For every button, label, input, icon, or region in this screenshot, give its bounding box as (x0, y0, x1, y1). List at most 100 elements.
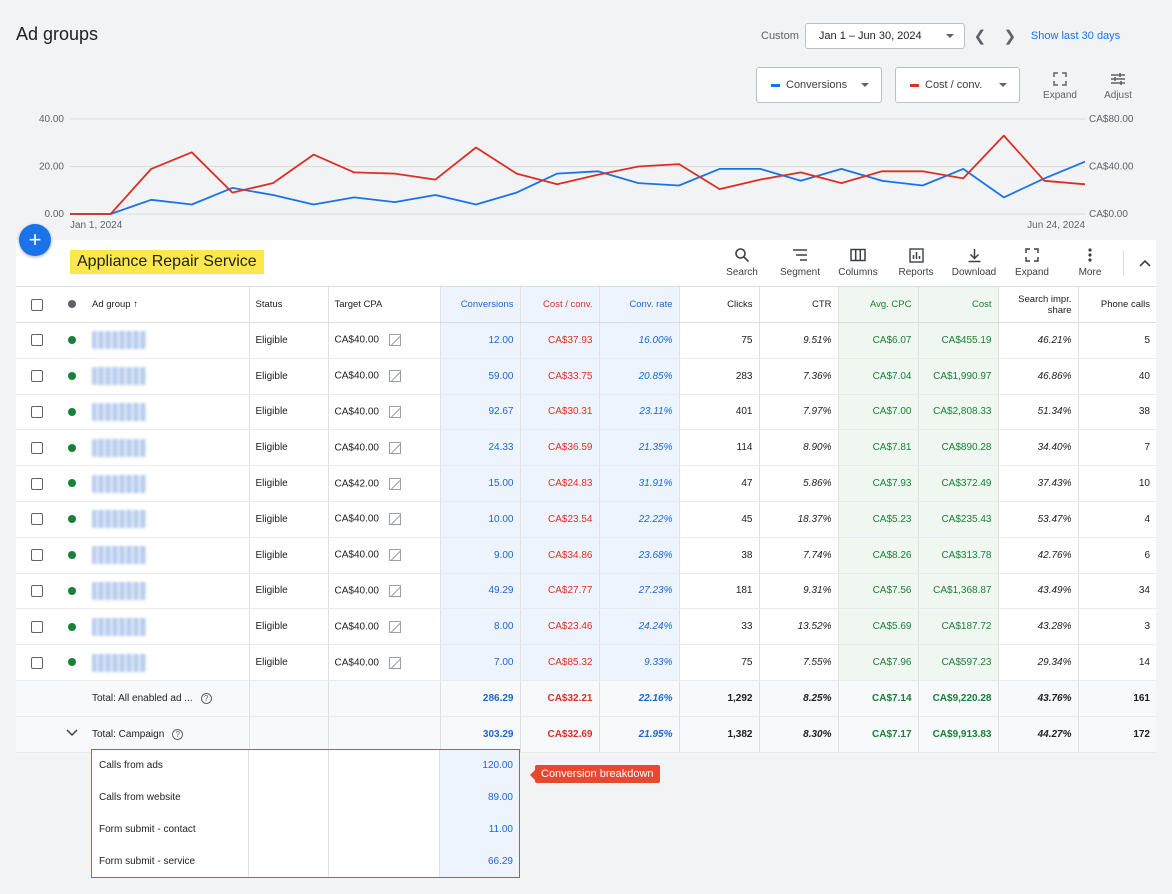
cell-ad-group-name[interactable] (86, 537, 249, 574)
date-range-select[interactable]: Jan 1 – Jun 30, 2024 (804, 23, 965, 49)
redacted-ad-group-name[interactable] (92, 581, 146, 600)
cell-target-cpa[interactable]: CA$40.00 (327, 358, 440, 395)
cell-phone-calls: 172 (1077, 716, 1156, 753)
cell-status: Eligible (248, 358, 328, 395)
more-button[interactable]: More (1061, 246, 1119, 278)
cell-ad-group-name[interactable] (86, 501, 249, 538)
redacted-ad-group-name[interactable] (92, 474, 146, 493)
cell-ad-group-name[interactable] (86, 358, 249, 395)
cell-target-cpa[interactable]: CA$40.00 (327, 429, 440, 467)
row-checkbox-cell[interactable] (16, 394, 58, 431)
primary-metric-select[interactable]: Conversions (756, 67, 882, 103)
row-checkbox[interactable] (31, 441, 43, 454)
segment-button[interactable]: Segment (771, 246, 829, 278)
column-header-clicks[interactable]: Clicks (678, 286, 759, 323)
table-row[interactable]: Eligible CA$40.00 10.00 CA$23.54 22.22% 45 18.… (16, 501, 1156, 538)
redacted-ad-group-name[interactable] (92, 617, 146, 636)
redacted-ad-group-name[interactable] (92, 438, 146, 457)
row-checkbox-cell[interactable] (16, 644, 58, 681)
row-checkbox[interactable] (31, 584, 43, 597)
cell-target-cpa[interactable]: CA$40.00 (327, 501, 440, 538)
cell-ad-group-name[interactable] (86, 644, 249, 681)
table-row[interactable]: Eligible CA$40.00 49.29 CA$27.77 27.23% 181 9.… (16, 573, 1156, 610)
chart-expand-button[interactable]: Expand (1038, 70, 1082, 101)
table-row[interactable]: Eligible CA$40.00 9.00 CA$34.86 23.68% 38 7.74… (16, 537, 1156, 574)
cell-target-cpa[interactable]: CA$40.00 (327, 537, 440, 574)
previous-period-icon[interactable]: ❮ (973, 28, 987, 45)
cell-target-cpa[interactable]: CA$42.00 (327, 465, 440, 502)
redacted-ad-group-name[interactable] (92, 546, 146, 565)
table-row[interactable]: Eligible CA$40.00 12.00 CA$37.93 16.00% 75 9.5… (16, 322, 1156, 359)
cell-target-cpa[interactable]: CA$40.00 (327, 573, 440, 610)
add-ad-group-button[interactable]: + (19, 224, 51, 256)
total-expander-cell[interactable] (16, 716, 86, 753)
column-header-avg-cpc[interactable]: Avg. CPC (837, 286, 918, 323)
table-expand-button[interactable]: Expand (1003, 246, 1061, 278)
redacted-ad-group-name[interactable] (92, 367, 146, 386)
collapse-chart-button[interactable] (1134, 252, 1156, 274)
select-all-checkbox[interactable] (31, 298, 43, 311)
row-checkbox-cell[interactable] (16, 429, 58, 467)
column-header-cost-per-conversion[interactable]: Cost / conv. (519, 286, 599, 323)
cell-ad-group-name[interactable] (86, 429, 249, 467)
chart-adjust-button[interactable]: Adjust (1096, 70, 1140, 101)
row-checkbox-cell[interactable] (16, 501, 58, 538)
column-header-status[interactable]: Status (248, 286, 328, 323)
cell-ad-group-name[interactable] (86, 465, 249, 502)
cell-target-cpa[interactable]: CA$40.00 (327, 394, 440, 431)
cell-ad-group-name[interactable] (86, 608, 249, 646)
redacted-ad-group-name[interactable] (92, 653, 146, 672)
column-header-cost[interactable]: Cost (917, 286, 998, 323)
cell-target-cpa[interactable]: CA$40.00 (327, 644, 440, 681)
columns-button[interactable]: Columns (829, 246, 887, 278)
row-checkbox[interactable] (31, 513, 43, 526)
row-checkbox[interactable] (31, 370, 43, 383)
cell-clicks: 75 (678, 644, 759, 681)
cell-ad-group-name[interactable] (86, 322, 249, 359)
reports-button[interactable]: Reports (887, 246, 945, 278)
redacted-ad-group-name[interactable] (92, 331, 146, 350)
row-checkbox-cell[interactable] (16, 322, 58, 359)
cell-target-cpa[interactable]: CA$40.00 (327, 322, 440, 359)
column-header-ctr[interactable]: CTR (758, 286, 838, 323)
download-button[interactable]: Download (945, 246, 1003, 278)
column-header-search-impression-share[interactable]: Search impr. share (997, 286, 1078, 323)
row-checkbox[interactable] (31, 656, 43, 669)
column-header-phone-calls[interactable]: Phone calls (1077, 286, 1156, 323)
row-checkbox-cell[interactable] (16, 537, 58, 574)
cell-ad-group-name[interactable] (86, 394, 249, 431)
help-icon[interactable]: ? (200, 692, 212, 704)
cell-ad-group-name[interactable] (86, 573, 249, 610)
redacted-ad-group-name[interactable] (92, 510, 146, 529)
table-row[interactable]: Eligible CA$42.00 15.00 CA$24.83 31.91% 47 5.8… (16, 465, 1156, 502)
secondary-metric-select[interactable]: Cost / conv. (895, 67, 1020, 103)
cell-avg-cpc: CA$6.07 (837, 322, 918, 359)
help-icon[interactable]: ? (172, 728, 184, 740)
table-row[interactable]: Eligible CA$40.00 24.33 CA$36.59 21.35% 114 8.… (16, 429, 1156, 467)
next-period-icon[interactable]: ❯ (1003, 28, 1017, 45)
reports-label: Reports (898, 267, 934, 278)
select-all-checkbox-cell[interactable] (16, 286, 58, 323)
row-checkbox[interactable] (31, 477, 43, 490)
row-checkbox[interactable] (31, 620, 43, 633)
chevron-down-icon[interactable] (66, 729, 78, 737)
row-checkbox-cell[interactable] (16, 573, 58, 610)
row-checkbox[interactable] (31, 405, 43, 418)
row-checkbox-cell[interactable] (16, 465, 58, 502)
table-row[interactable]: Eligible CA$40.00 59.00 CA$33.75 20.85% 283 7.… (16, 358, 1156, 395)
row-checkbox-cell[interactable] (16, 608, 58, 646)
table-row[interactable]: Eligible CA$40.00 8.00 CA$23.46 24.24% 33 13.5… (16, 608, 1156, 646)
search-button[interactable]: Search (713, 246, 771, 278)
column-header-conversions[interactable]: Conversions (439, 286, 520, 323)
column-header-conversion-rate[interactable]: Conv. rate (598, 286, 679, 323)
column-header-ad-group[interactable]: Ad group ↑ (86, 286, 249, 323)
table-row[interactable]: Eligible CA$40.00 92.67 CA$30.31 23.11% 401 7.… (16, 394, 1156, 431)
show-last-30-days-link[interactable]: Show last 30 days (1030, 30, 1121, 42)
table-row[interactable]: Eligible CA$40.00 7.00 CA$85.32 9.33% 75 7.55%… (16, 644, 1156, 681)
column-header-target-cpa[interactable]: Target CPA (327, 286, 440, 323)
cell-target-cpa[interactable]: CA$40.00 (327, 608, 440, 646)
row-checkbox[interactable] (31, 549, 43, 562)
redacted-ad-group-name[interactable] (92, 402, 146, 421)
row-checkbox[interactable] (31, 334, 43, 347)
row-checkbox-cell[interactable] (16, 358, 58, 395)
